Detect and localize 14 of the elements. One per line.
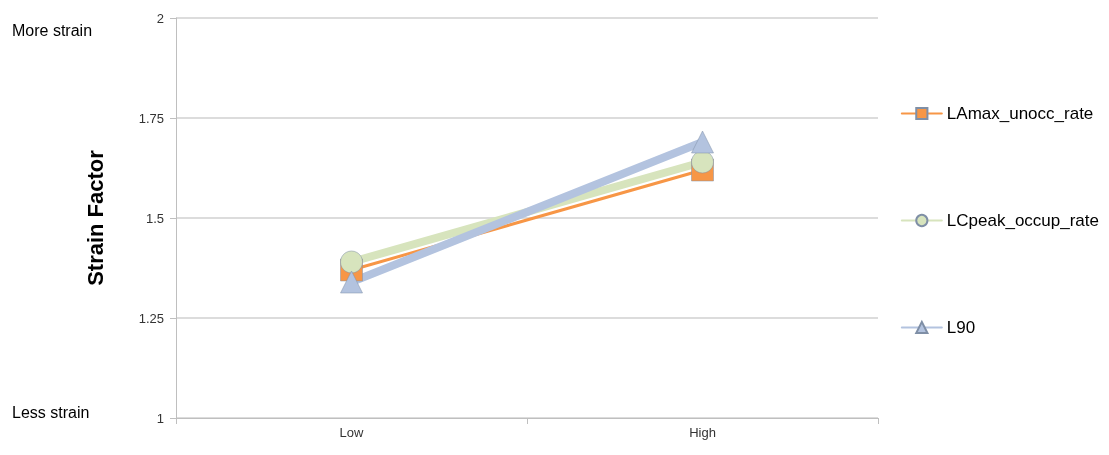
x-tick-label: High: [689, 425, 716, 440]
legend-label: LCpeak_occup_rate: [946, 211, 1100, 230]
y-tick-label: 1.5: [145, 210, 164, 226]
legend-label: LAmax_unocc_rate: [946, 104, 1094, 123]
y-tick-label: 2: [156, 10, 164, 26]
text: Less strain: [12, 403, 90, 421]
text: More strain: [12, 21, 93, 39]
y-tick-label: 1: [156, 410, 164, 426]
x-tick-label: Low: [339, 425, 365, 440]
y-tick-label: 1.25: [138, 310, 164, 326]
point: [340, 250, 363, 274]
y-axis-title: Strain Factor: [82, 149, 108, 286]
legend-label: L90: [946, 318, 976, 337]
y-tick-label: 1.75: [138, 110, 164, 126]
